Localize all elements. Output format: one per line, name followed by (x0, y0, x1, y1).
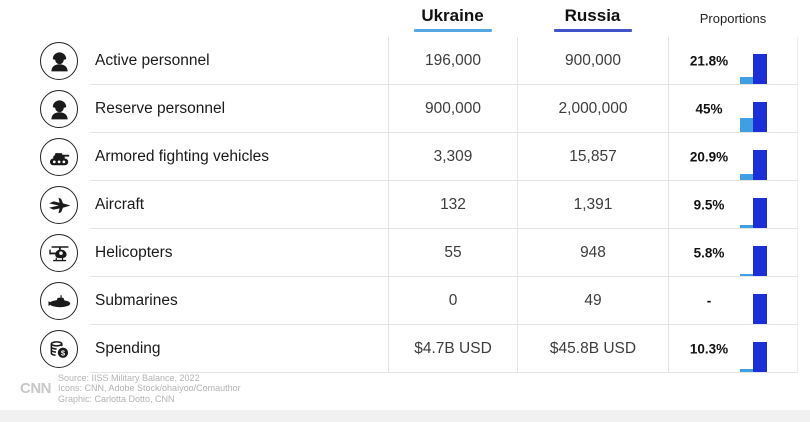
icons-credit: Icons: CNN, Adobe Stock/ohaiyoo/Comautho… (58, 383, 241, 394)
fighter-jet-icon (40, 186, 78, 224)
proportion-bar-chart (740, 102, 767, 132)
row-icon-cell (30, 277, 90, 325)
russia-header-label: Russia (564, 5, 621, 25)
proportion-cell: 5.8% (668, 229, 798, 277)
comparison-table: Ukraine Russia Proportions Active person… (30, 0, 798, 373)
russia-bar (753, 54, 767, 84)
row-icon-cell (30, 229, 90, 277)
cnn-logo: CNN (20, 380, 52, 397)
column-header-proportions: Proportions (699, 11, 767, 26)
russia-value: 49 (517, 277, 668, 325)
russia-accent-underline (553, 28, 632, 32)
proportion-value: 45% (695, 101, 723, 116)
ukraine-bar (740, 174, 753, 180)
russia-value: 1,391 (517, 181, 668, 229)
proportion-value: 21.8% (689, 53, 729, 68)
table-header: Ukraine Russia Proportions (30, 0, 798, 37)
proportion-value: 20.9% (689, 149, 729, 164)
row-icon-cell (30, 37, 90, 85)
ukraine-value: 132 (388, 181, 517, 229)
row-label: Spending (90, 325, 388, 373)
column-header-ukraine: Ukraine (388, 6, 517, 32)
ukraine-bar (740, 369, 753, 372)
bottom-edge-band (0, 410, 810, 422)
table-row: Submarines 0 49 - (30, 277, 798, 325)
proportion-cell: 20.9% (668, 133, 798, 181)
credits-block: Source: IISS Military Balance, 2022 Icon… (58, 373, 241, 404)
ukraine-value: 3,309 (388, 133, 517, 181)
proportion-value: - (706, 293, 712, 308)
russia-bar (753, 342, 767, 372)
proportion-cell: - (668, 277, 798, 325)
svg-text:$: $ (60, 348, 65, 357)
russia-bar (753, 198, 767, 228)
source-credit: Source: IISS Military Balance, 2022 (58, 373, 200, 383)
row-icon-cell: $ (30, 325, 90, 373)
soldier-icon (40, 90, 78, 128)
proportion-value: 9.5% (693, 197, 725, 212)
row-label: Aircraft (90, 181, 388, 229)
proportion-bar-chart (740, 150, 767, 180)
proportion-cell: 45% (668, 85, 798, 133)
submarine-icon (40, 282, 78, 320)
row-label: Reserve personnel (90, 85, 388, 133)
russia-value: $45.8B USD (517, 325, 668, 373)
soldier-icon (40, 42, 78, 80)
ukraine-value: 900,000 (388, 85, 517, 133)
proportion-bar-chart (740, 54, 767, 84)
table-row: Reserve personnel 900,000 2,000,000 45% (30, 85, 798, 133)
ukraine-value: 196,000 (388, 37, 517, 85)
ukraine-value: 0 (388, 277, 517, 325)
row-icon-cell (30, 133, 90, 181)
table-row: $ Spending $4.7B USD $45.8B USD 10.3% (30, 325, 798, 373)
ukraine-accent-underline (413, 28, 492, 32)
proportion-bar-chart (740, 198, 767, 228)
tank-icon (40, 138, 78, 176)
table-row: Active personnel 196,000 900,000 21.8% (30, 37, 798, 85)
ukraine-value: $4.7B USD (388, 325, 517, 373)
russia-bar (753, 294, 767, 324)
proportion-cell: 21.8% (668, 37, 798, 85)
ukraine-value: 55 (388, 229, 517, 277)
row-icon-cell (30, 181, 90, 229)
russia-value: 2,000,000 (517, 85, 668, 133)
russia-value: 15,857 (517, 133, 668, 181)
proportion-bar-chart (740, 342, 767, 372)
row-label: Helicopters (90, 229, 388, 277)
ukraine-bar (740, 274, 753, 276)
ukraine-bar (740, 118, 753, 132)
proportion-value: 5.8% (693, 245, 725, 260)
proportion-value: 10.3% (689, 341, 729, 356)
russia-value: 900,000 (517, 37, 668, 85)
ukraine-header-label: Ukraine (421, 5, 484, 25)
graphic-credit: Graphic: Carlotta Dotto, CNN (58, 393, 175, 404)
proportion-bar-chart (753, 294, 767, 324)
proportion-cell: 10.3% (668, 325, 798, 373)
proportion-cell: 9.5% (668, 181, 798, 229)
proportion-bar-chart (740, 246, 767, 276)
ukraine-bar (740, 77, 753, 84)
russia-value: 948 (517, 229, 668, 277)
column-header-russia: Russia (517, 6, 668, 32)
helicopter-icon (40, 234, 78, 272)
row-label: Active personnel (90, 37, 388, 85)
table-row: Armored fighting vehicles 3,309 15,857 2… (30, 133, 798, 181)
russia-bar (753, 246, 767, 276)
coins-icon: $ (40, 330, 78, 368)
russia-bar (753, 102, 767, 132)
row-label: Armored fighting vehicles (90, 133, 388, 181)
table-row: Helicopters 55 948 5.8% (30, 229, 798, 277)
russia-bar (753, 150, 767, 180)
row-label: Submarines (90, 277, 388, 325)
table-row: Aircraft 132 1,391 9.5% (30, 181, 798, 229)
row-icon-cell (30, 85, 90, 133)
ukraine-bar (740, 225, 753, 228)
